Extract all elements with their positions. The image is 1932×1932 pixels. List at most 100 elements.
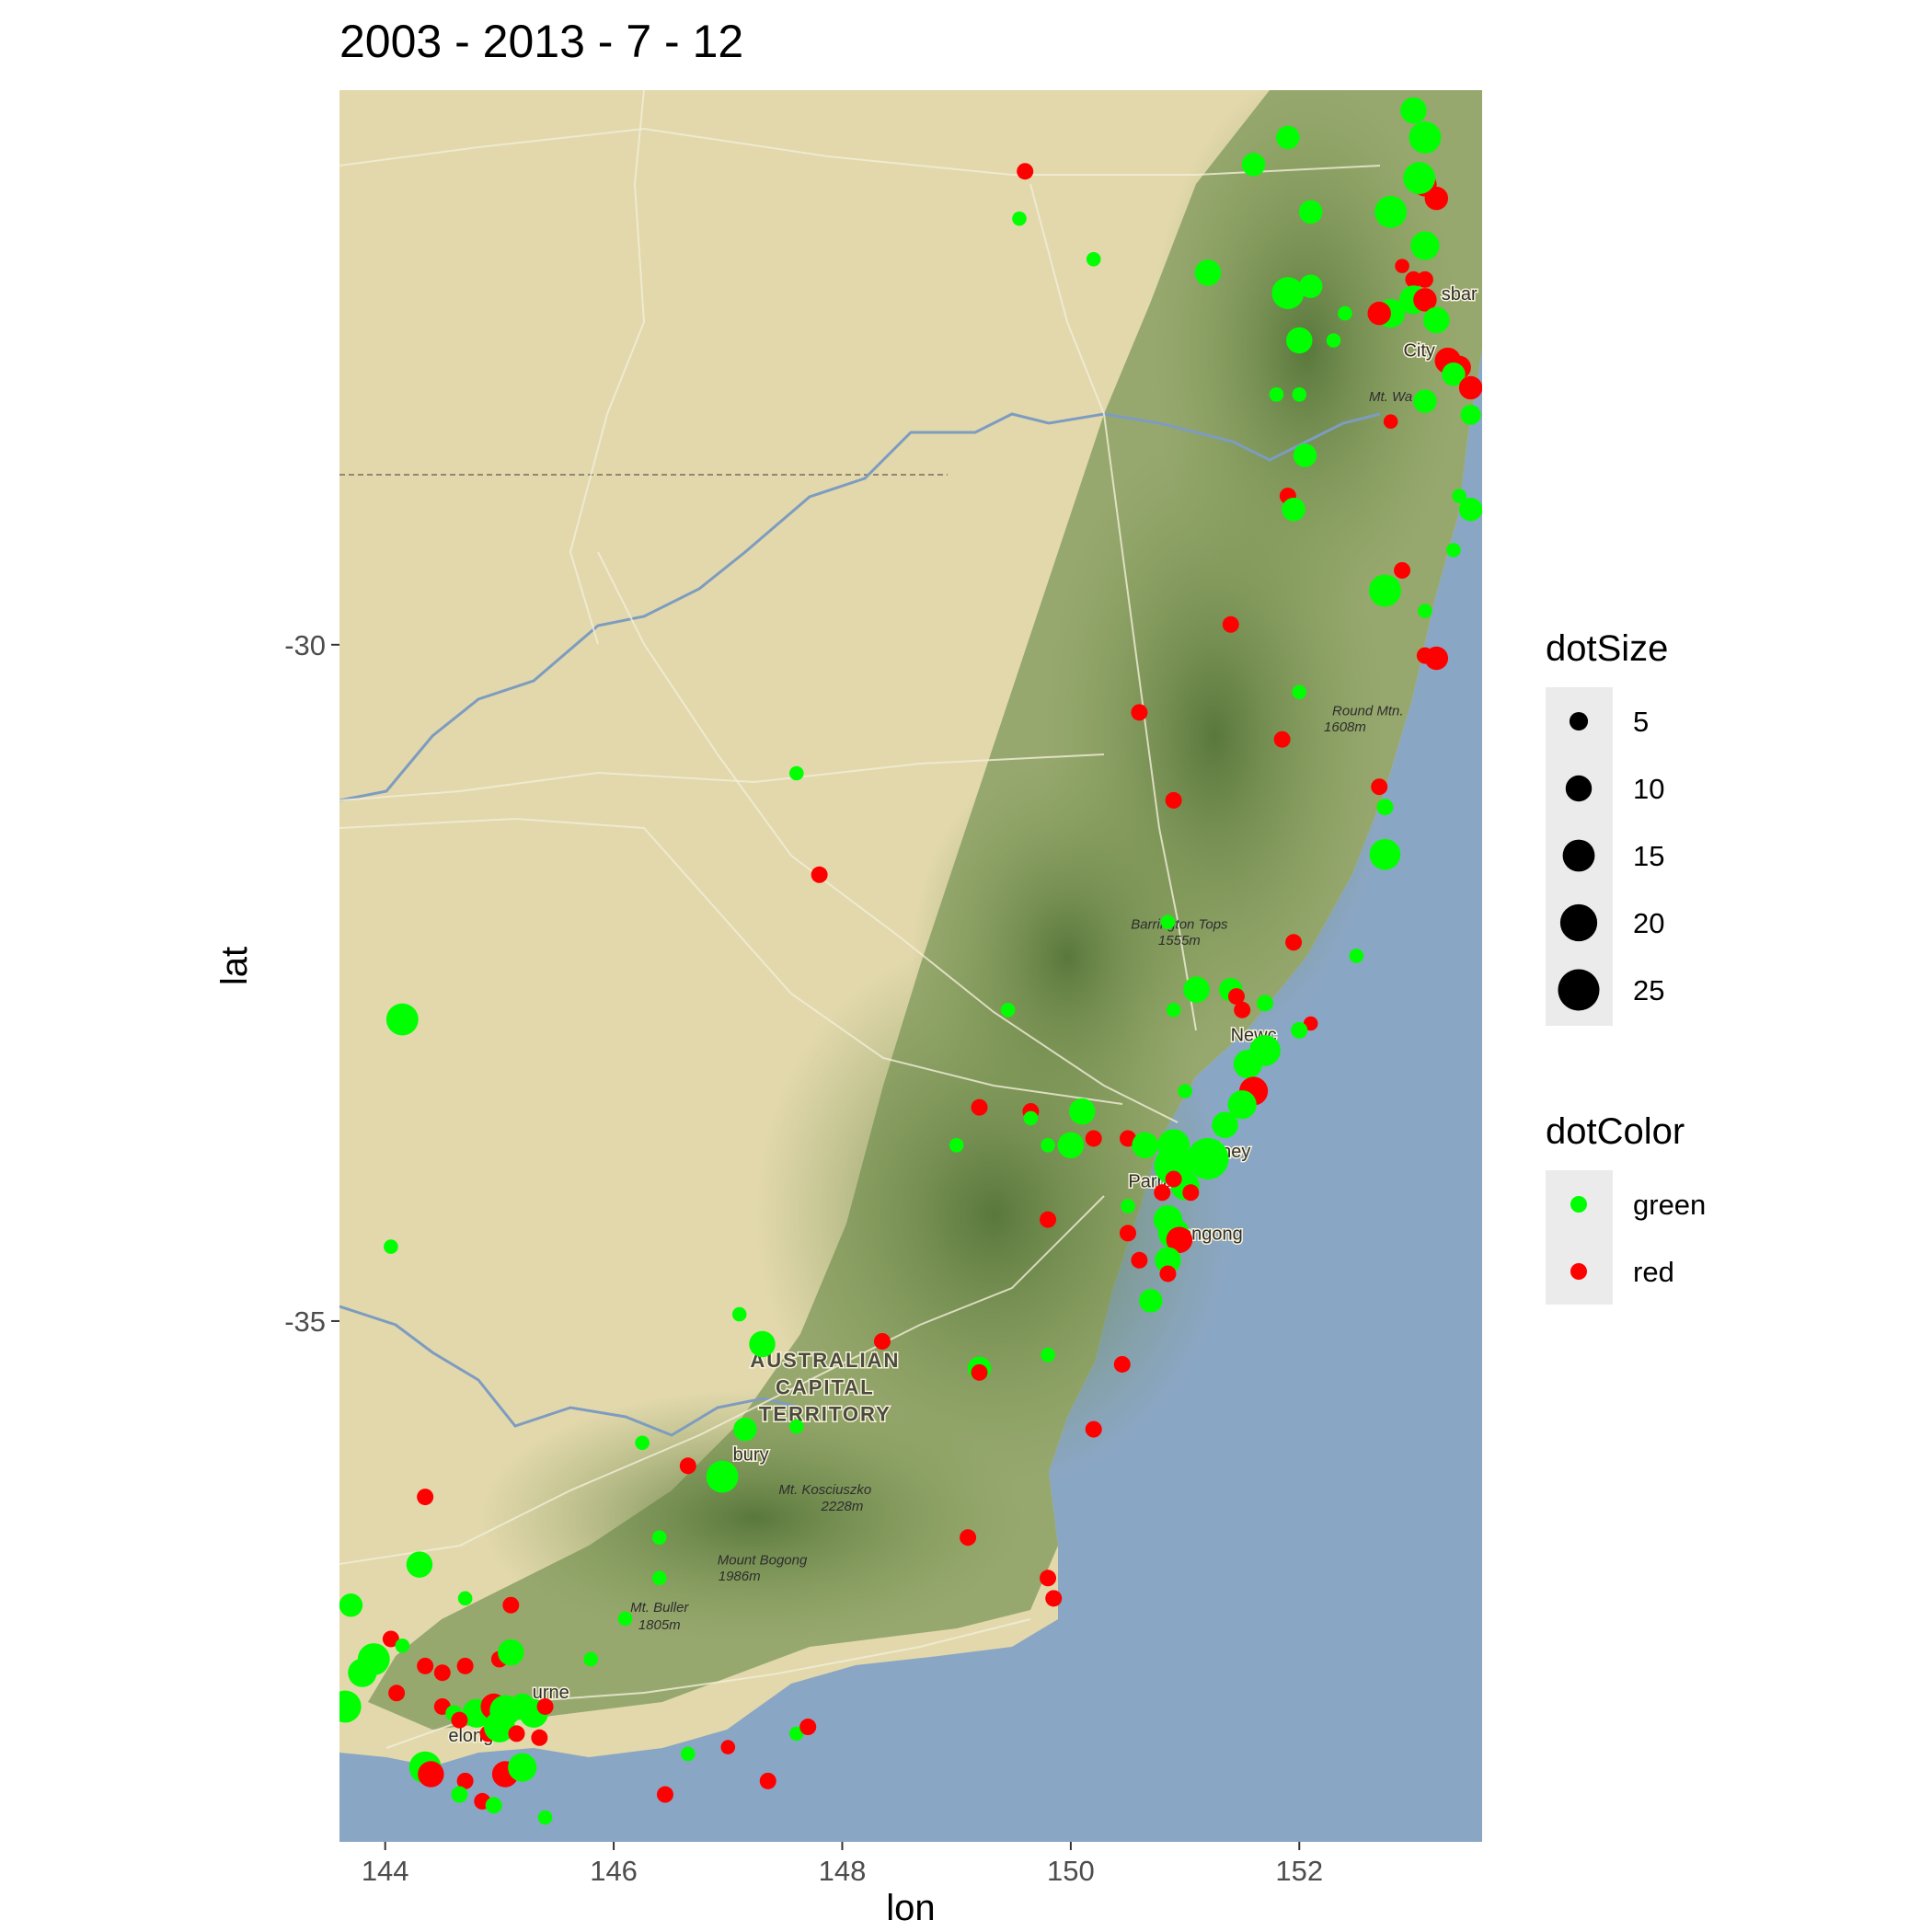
data-point-red bbox=[1045, 1590, 1063, 1607]
data-point-red bbox=[1085, 1420, 1102, 1438]
data-point-green bbox=[681, 1746, 696, 1762]
data-point-green bbox=[1086, 251, 1101, 267]
data-point-red bbox=[1303, 1016, 1318, 1031]
data-point-green bbox=[1369, 574, 1401, 607]
data-point-red bbox=[1405, 270, 1422, 288]
data-point-green bbox=[1369, 838, 1401, 870]
data-point-green bbox=[1376, 799, 1394, 816]
map-label: AUSTRALIAN bbox=[750, 1349, 900, 1372]
data-point-green bbox=[537, 1810, 553, 1825]
data-point-red bbox=[1234, 1001, 1251, 1018]
data-point-green bbox=[1326, 333, 1341, 348]
data-point-red bbox=[1458, 375, 1482, 400]
map-label: Mount Bogong bbox=[718, 1553, 808, 1569]
data-point-red bbox=[656, 1786, 673, 1803]
data-point-green bbox=[1409, 121, 1442, 154]
data-point-red bbox=[418, 1761, 444, 1788]
data-point-red bbox=[1424, 646, 1449, 671]
data-point-green bbox=[789, 1419, 804, 1434]
data-point-green bbox=[1187, 1138, 1229, 1180]
data-point-red bbox=[456, 1772, 474, 1789]
road bbox=[569, 90, 646, 645]
legend-color-keys-bg bbox=[1546, 1170, 1613, 1305]
y-tick-label: -30 bbox=[284, 629, 326, 661]
road bbox=[339, 1195, 1105, 1565]
map-label: bury bbox=[733, 1444, 769, 1465]
data-point-green bbox=[451, 1786, 468, 1803]
data-point-red bbox=[1017, 163, 1034, 180]
data-point-green bbox=[1423, 306, 1450, 334]
data-point-red bbox=[433, 1664, 451, 1682]
data-point-green bbox=[1212, 1111, 1238, 1138]
data-point-green bbox=[1023, 1110, 1039, 1126]
data-point-green bbox=[339, 1593, 363, 1617]
data-point-green bbox=[1132, 1132, 1158, 1159]
data-point-green bbox=[617, 1611, 633, 1627]
road bbox=[339, 753, 1105, 801]
data-point-green bbox=[485, 1797, 502, 1814]
data-point-green bbox=[1183, 976, 1210, 1003]
data-point-green bbox=[457, 1591, 473, 1606]
data-point-green bbox=[406, 1551, 433, 1578]
data-point-red bbox=[1040, 1570, 1057, 1587]
river bbox=[339, 412, 1381, 802]
data-point-green bbox=[583, 1651, 599, 1667]
data-point-red bbox=[799, 1719, 817, 1736]
y-axis-label: lat bbox=[214, 947, 255, 985]
legend-color-key-green bbox=[1570, 1196, 1587, 1213]
map-label: Mt. Buller bbox=[630, 1600, 689, 1616]
legend-size-key bbox=[1558, 969, 1600, 1011]
data-point-red bbox=[1154, 1184, 1171, 1202]
data-point-green bbox=[1286, 327, 1313, 354]
data-point-red bbox=[1159, 1265, 1177, 1282]
data-point-green bbox=[1057, 1132, 1085, 1159]
legend-color: dotColor green red bbox=[1546, 1111, 1706, 1305]
x-tick-label: 150 bbox=[1047, 1855, 1095, 1887]
data-point-red bbox=[1222, 615, 1239, 633]
data-point-red bbox=[960, 1529, 977, 1547]
data-point-red bbox=[1395, 259, 1409, 273]
map-label: urne bbox=[533, 1683, 569, 1703]
data-point-green bbox=[1338, 305, 1352, 321]
map-hills bbox=[478, 1389, 1030, 1647]
data-point-green bbox=[1271, 277, 1305, 309]
legend-size-label: 25 bbox=[1633, 974, 1664, 1006]
legend-size-key bbox=[1565, 775, 1593, 802]
data-point-red bbox=[1273, 730, 1291, 748]
data-point-red bbox=[456, 1657, 474, 1674]
data-point-green bbox=[1233, 1050, 1262, 1079]
data-point-red bbox=[1367, 301, 1391, 326]
data-point-red bbox=[1166, 1226, 1193, 1253]
data-point-green bbox=[651, 1570, 667, 1586]
x-tick-label: 146 bbox=[590, 1855, 638, 1887]
data-point-green bbox=[1257, 995, 1274, 1012]
data-point-red bbox=[1131, 1251, 1148, 1269]
data-point-red bbox=[873, 1333, 891, 1350]
data-point-red bbox=[1165, 1170, 1182, 1188]
legend-color-title: dotColor bbox=[1546, 1111, 1685, 1152]
data-point-green bbox=[508, 1753, 537, 1782]
data-point-red bbox=[811, 866, 828, 883]
map-label: City bbox=[1403, 341, 1434, 362]
data-point-red bbox=[1119, 1130, 1136, 1147]
data-point-red bbox=[531, 1729, 548, 1746]
data-point-green bbox=[731, 1306, 747, 1322]
map-label: Barrington Tops bbox=[1131, 917, 1228, 933]
data-point-red bbox=[1182, 1184, 1200, 1202]
data-point-green bbox=[498, 1639, 524, 1666]
legend-color-key-red bbox=[1570, 1263, 1587, 1280]
data-point-green bbox=[789, 765, 804, 781]
data-point-green bbox=[384, 1239, 398, 1254]
data-point-green bbox=[1292, 387, 1307, 402]
data-point-green bbox=[651, 1530, 667, 1545]
data-point-red bbox=[417, 1657, 434, 1674]
map-label: Mt. Wa bbox=[1369, 389, 1412, 405]
y-axis: -30 -35 bbox=[284, 629, 339, 1338]
data-point-red bbox=[679, 1457, 696, 1475]
data-point-green bbox=[1121, 1199, 1135, 1213]
data-point-green bbox=[1298, 200, 1323, 224]
data-point-green bbox=[1227, 1090, 1257, 1120]
map-panel: AUSTRALIAN CAPITAL TERRITORY Barrington Top… bbox=[339, 90, 1482, 1842]
data-point-green bbox=[1282, 498, 1305, 522]
